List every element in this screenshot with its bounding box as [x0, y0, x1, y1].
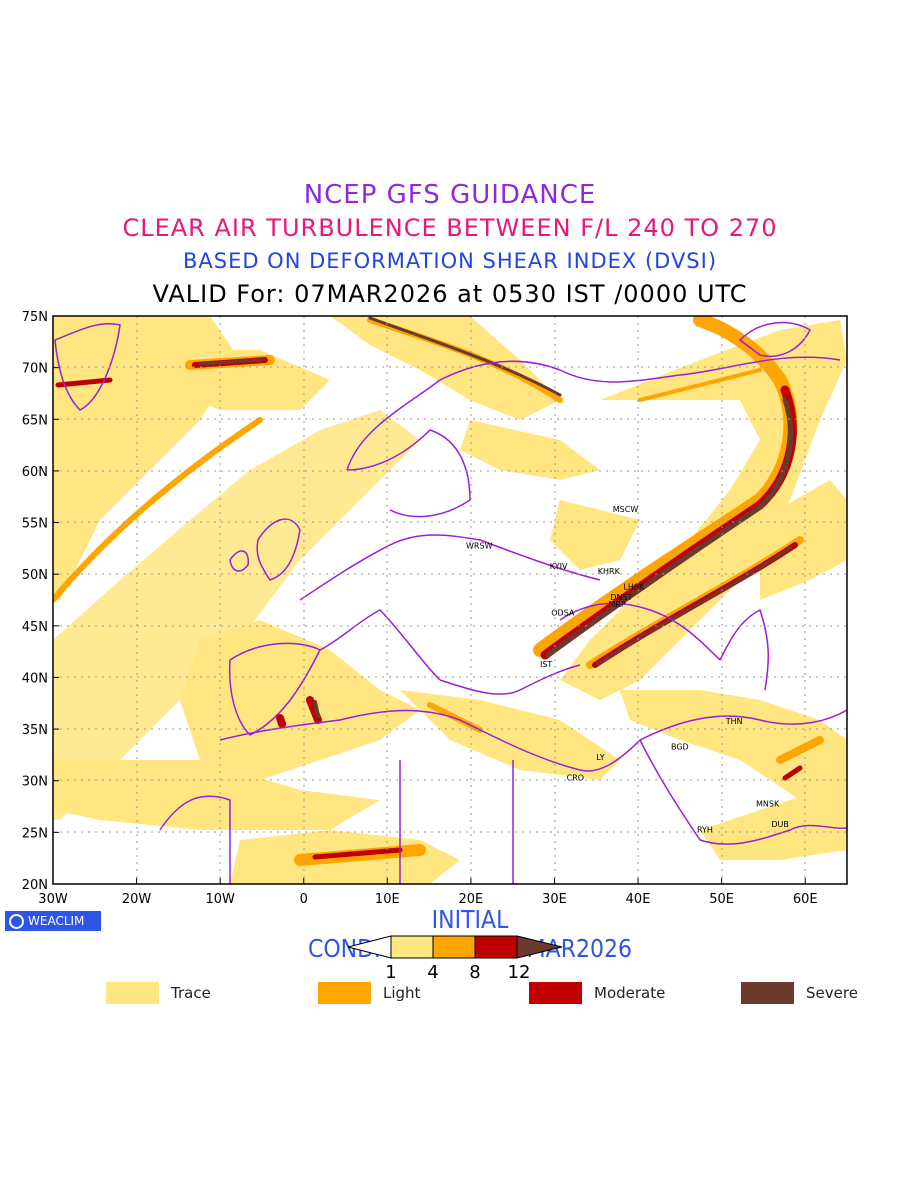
- trace-areas: [53, 316, 847, 884]
- title-model: NCEP GFS GUIDANCE: [303, 180, 597, 210]
- colorbar-tick-12: 12: [507, 962, 531, 983]
- city-label-mscw: MSCW: [613, 505, 639, 514]
- lon-tick-label: 50E: [709, 892, 734, 907]
- city-label-wrsw: WRSW: [466, 541, 493, 550]
- city-label-kyiv: KYIV: [550, 562, 568, 571]
- lon-tick-label: 10E: [375, 892, 400, 907]
- lon-tick-label: 0: [300, 892, 308, 907]
- title-product: CLEAR AIR TURBULENCE BETWEEN F/L 240 TO …: [122, 214, 778, 242]
- legend-trace-label: Trace: [171, 984, 211, 1002]
- city-label-odsa: ODSA: [551, 608, 575, 617]
- logo-text: WEACLIM: [28, 914, 85, 928]
- lon-tick-label: 60E: [793, 892, 818, 907]
- lon-axis: 30W 20W 10W 0 10E 20E 30E 40E 50E 60E: [38, 878, 818, 907]
- colorbar-tick-4: 4: [427, 962, 439, 983]
- lat-tick-label: 40N: [22, 671, 48, 686]
- city-label-dub: DUB: [771, 820, 789, 829]
- lat-tick-label: 45N: [22, 620, 48, 635]
- logo-ring-icon: [9, 913, 24, 929]
- city-label-lhsk: LHSK: [623, 583, 645, 592]
- city-label-khrk: KHRK: [598, 567, 621, 576]
- severe-bands: [198, 316, 794, 718]
- coastlines: [54, 321, 847, 884]
- city-label-dnst: DNST: [610, 593, 632, 602]
- lat-tick-label: 50N: [22, 568, 48, 583]
- lon-tick-label: 10W: [205, 892, 235, 907]
- colorbar-tick-8: 8: [469, 962, 481, 983]
- title-valid-time: VALID For: 07MAR2026 at 0530 IST /0000 U…: [152, 280, 748, 308]
- legend-trace-swatch: [106, 982, 159, 1004]
- legend-light-swatch: [318, 982, 371, 1004]
- lat-tick-label: 20N: [22, 878, 48, 893]
- lon-tick-label: 40E: [626, 892, 651, 907]
- city-label-mrp: MRP: [609, 600, 626, 609]
- legend-moderate-label: Moderate: [594, 984, 666, 1002]
- weaclim-logo: WEACLIM: [5, 911, 101, 931]
- city-label-ist: IST: [540, 660, 552, 669]
- initial-conditions: INITIAL CONDITIONS:00Z06MAR2026: [307, 905, 633, 963]
- lat-axis: 75N 70N 65N 60N 55N 50N 45N 40N 35N 30N 25N 20N: [22, 310, 59, 893]
- city-label-thn: THN: [725, 717, 743, 726]
- city-label-mnsk: MNSK: [756, 800, 780, 809]
- city-label-ly: LY: [596, 753, 604, 762]
- colorbar-tick-1: 1: [385, 962, 397, 983]
- lon-tick-label: 30E: [542, 892, 567, 907]
- lat-tick-label: 25N: [22, 826, 48, 841]
- lon-tick-label: 20E: [459, 892, 484, 907]
- lat-tick-label: 55N: [22, 517, 48, 532]
- map-frame: [52, 315, 848, 885]
- lat-tick-label: 60N: [22, 465, 48, 480]
- legend-light-label: Light: [383, 984, 421, 1002]
- legend-severe-label: Severe: [806, 984, 858, 1002]
- city-label-ryh: RYH: [697, 825, 713, 834]
- lat-tick-label: 65N: [22, 413, 48, 428]
- lat-tick-label: 30N: [22, 775, 48, 790]
- lat-tick-label: 75N: [22, 310, 48, 325]
- city-label-cro: CRO: [567, 774, 584, 783]
- lat-tick-label: 35N: [22, 723, 48, 738]
- legend-moderate: Moderate: [529, 982, 665, 1004]
- lon-tick-label: 20W: [122, 892, 152, 907]
- legend-moderate-swatch: [529, 982, 582, 1004]
- title-method: BASED ON DEFORMATION SHEAR INDEX (DVSI): [182, 249, 718, 273]
- city-label-bgd: BGD: [671, 743, 689, 752]
- legend-trace: Trace: [106, 982, 211, 1004]
- legend-severe-swatch: [741, 982, 794, 1004]
- lat-tick-label: 70N: [22, 362, 48, 377]
- legend-severe: Severe: [741, 982, 858, 1004]
- legend-light: Light: [318, 982, 420, 1004]
- lon-tick-label: 30W: [38, 892, 68, 907]
- turbulence-layer: [53, 316, 847, 884]
